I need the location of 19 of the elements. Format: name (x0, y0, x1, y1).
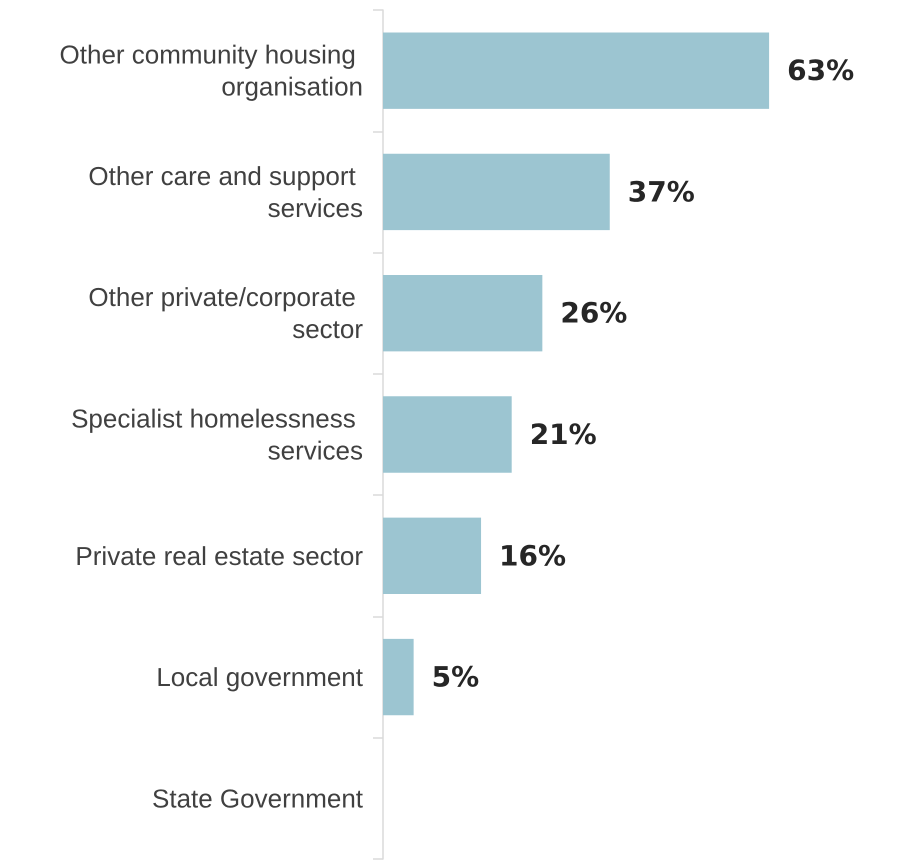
y-tick-label: Other community housing organisation (60, 40, 363, 102)
data-label: 26% (560, 296, 628, 330)
y-tick-label: State Government (152, 783, 364, 814)
y-tick-label: Private real estate sector (75, 540, 364, 571)
bar (383, 154, 610, 230)
data-label: 63% (787, 54, 854, 88)
data-label: 37% (628, 175, 695, 208)
y-tick-label: Other private/corporate sector (88, 282, 364, 344)
y-tick-label: Local government (156, 662, 364, 692)
data-label: 5% (432, 660, 480, 694)
y-tick-label: Specialist homelessness services (71, 404, 363, 466)
bar (383, 518, 482, 594)
bar (383, 275, 542, 352)
data-label: 21% (530, 418, 597, 451)
data-label: 16% (499, 539, 566, 572)
y-tick-label: Other care and support services (88, 160, 363, 223)
bar (383, 32, 770, 109)
bar (383, 396, 512, 473)
bar (383, 638, 414, 716)
